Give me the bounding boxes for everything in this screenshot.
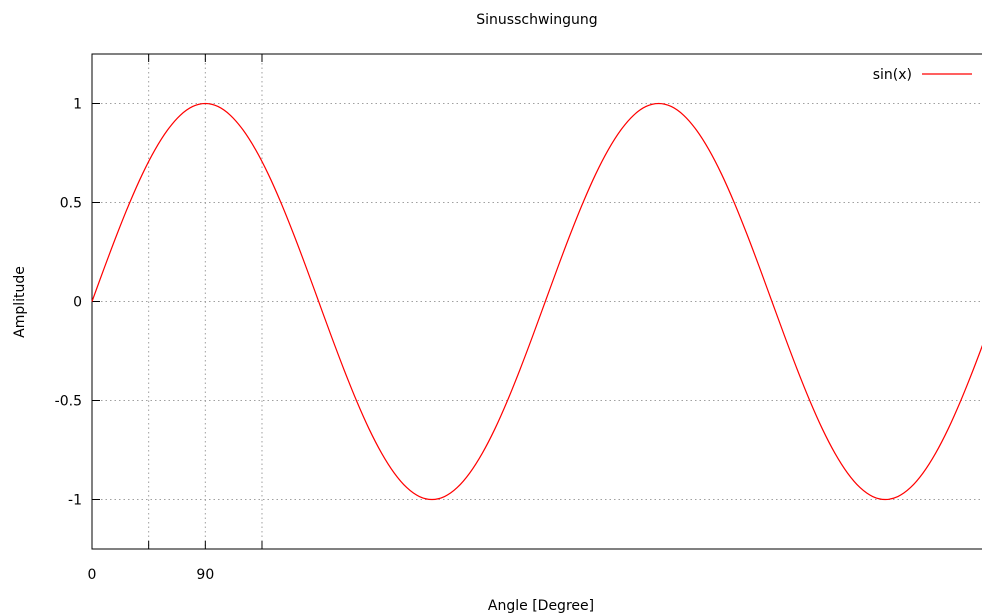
sin-series-line	[91, 102, 982, 501]
y-tick-label: -1	[68, 493, 82, 509]
legend-label-sin: sin(x)	[873, 67, 912, 83]
y-tick-label: 0	[73, 295, 82, 311]
x-tick-label: 0	[88, 567, 97, 583]
chart-title: Sinusschwingung	[476, 12, 597, 28]
x-tick-label: 90	[196, 567, 214, 583]
y-tick-label: -0.5	[55, 394, 82, 410]
y-axis-ticks: 1 0.5 0 -0.5 -1	[55, 97, 100, 509]
y-axis-label: Amplitude	[12, 266, 28, 338]
x-axis-label: Angle [Degree]	[488, 598, 594, 614]
grid	[91, 54, 982, 549]
y-tick-label: 1	[73, 97, 82, 113]
x-axis-ticks: 0 90	[88, 54, 263, 583]
legend: sin(x)	[873, 67, 972, 83]
y-tick-label: 0.5	[60, 196, 82, 212]
